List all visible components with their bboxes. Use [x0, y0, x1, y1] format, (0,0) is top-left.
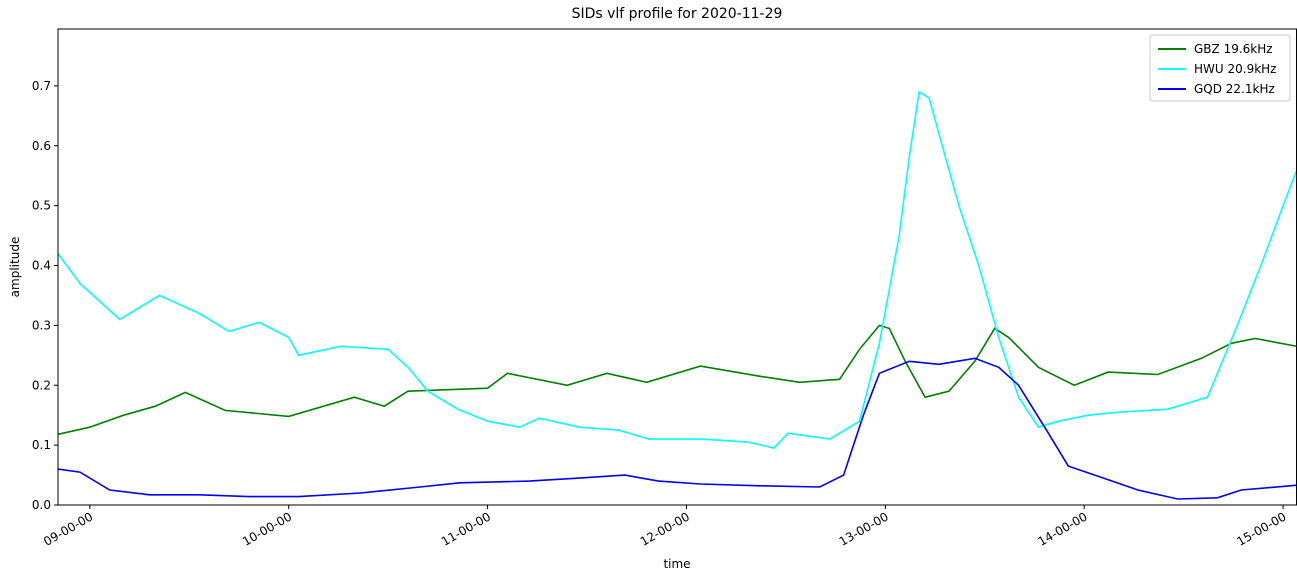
y-tick-label: 0.4: [32, 259, 51, 273]
line-series: [57, 357, 1297, 500]
x-tick-label: 10-00-00: [240, 509, 294, 548]
legend: GBZ 19.6kHz HWU 20.9kHz GQD 22.1kHz: [1149, 34, 1291, 102]
y-tick-label: 0.2: [32, 378, 51, 392]
legend-label: GQD 22.1kHz: [1194, 82, 1275, 96]
y-tick-label: 0.5: [32, 199, 51, 213]
line-series: [57, 324, 1297, 436]
legend-box: [1149, 34, 1291, 102]
x-tick-label: 12-00-00: [638, 509, 692, 548]
x-axis-label: time: [663, 557, 690, 571]
x-tick-label: 14-00-00: [1036, 509, 1090, 548]
y-tick-label: 0.7: [32, 79, 51, 93]
y-tick-label: 0.3: [32, 318, 51, 332]
plot-frame: [57, 28, 1297, 506]
x-tick-label: 09-00-00: [41, 509, 95, 548]
x-tick-label: 11-00-00: [439, 509, 493, 548]
y-tick-label: 0.6: [32, 139, 51, 153]
y-axis-label: amplitude: [8, 237, 22, 298]
legend-label: HWU 20.9kHz: [1194, 62, 1276, 76]
legend-label: GBZ 19.6kHz: [1194, 42, 1273, 56]
y-tick-label: 0.1: [32, 438, 51, 452]
y-tick-label: 0.0: [32, 498, 51, 512]
x-tick-label: 15-00-00: [1234, 509, 1288, 548]
x-tick-label: 13-00-00: [837, 509, 891, 548]
line-series: [57, 90, 1297, 449]
chart-title: SIDs vlf profile for 2020-11-29: [572, 6, 783, 22]
